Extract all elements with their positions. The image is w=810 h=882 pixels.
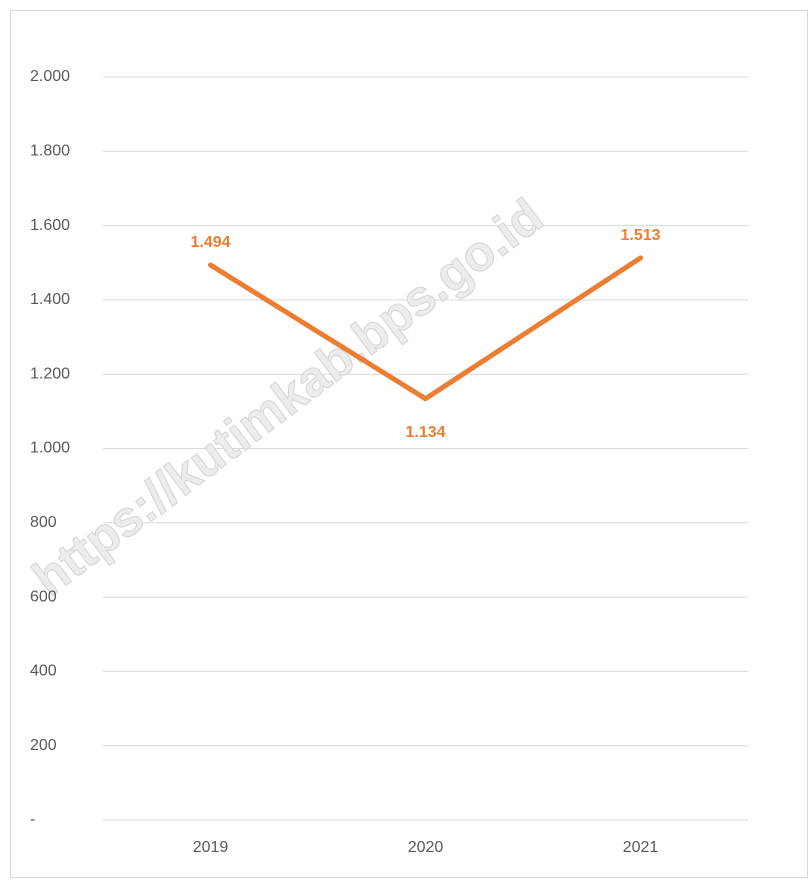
y-tick-label: 800	[30, 514, 57, 531]
y-tick-label: 400	[30, 663, 57, 680]
data-label: 1.134	[405, 424, 445, 441]
x-tick-label: 2020	[408, 839, 444, 856]
y-tick-label: 1.400	[30, 291, 70, 308]
data-label: 1.513	[620, 227, 660, 244]
x-tick-label: 2019	[193, 839, 229, 856]
data-label: 1.494	[190, 234, 230, 251]
x-tick-label: 2021	[623, 839, 659, 856]
y-tick-label: 1.200	[30, 365, 70, 382]
y-tick-label: 600	[30, 588, 57, 605]
y-tick-label: 2.000	[30, 68, 70, 85]
y-tick-label: -	[30, 811, 35, 828]
grid-layer	[103, 76, 748, 821]
y-tick-label: 1.600	[30, 217, 70, 234]
y-tick-label: 1.800	[30, 143, 70, 160]
y-tick-label: 200	[30, 737, 57, 754]
chart-frame	[10, 10, 808, 878]
line	[208, 255, 643, 402]
y-tick-label: 1.000	[30, 440, 70, 457]
